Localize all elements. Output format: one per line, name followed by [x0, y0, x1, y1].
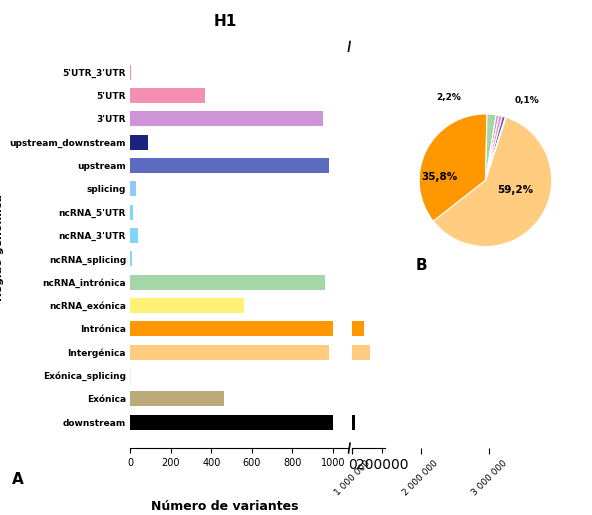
Bar [130, 181, 136, 196]
Text: 35,8%: 35,8% [421, 172, 457, 182]
Bar [130, 391, 224, 406]
Bar [130, 345, 329, 360]
Bar [130, 415, 333, 430]
Bar [130, 88, 205, 103]
Text: 0,7%: 0,7% [0, 514, 1, 515]
Wedge shape [433, 117, 552, 247]
Wedge shape [485, 115, 503, 180]
Wedge shape [485, 117, 506, 180]
Text: A: A [12, 472, 24, 487]
Text: 0,1%: 0,1% [514, 96, 539, 105]
Wedge shape [419, 114, 487, 221]
Bar [130, 251, 132, 266]
Wedge shape [485, 115, 499, 180]
Bar [130, 158, 329, 173]
Bar [130, 111, 323, 127]
Bar [130, 368, 131, 383]
Text: 59,2%: 59,2% [497, 185, 533, 195]
Bar [352, 321, 364, 336]
Bar [130, 228, 139, 243]
Text: B: B [416, 258, 427, 273]
Text: 0,8%: 0,8% [0, 514, 1, 515]
Bar [130, 204, 133, 220]
Bar [130, 64, 131, 80]
Wedge shape [485, 114, 496, 180]
Bar [130, 134, 149, 150]
Y-axis label: Região genómica: Região genómica [0, 194, 4, 301]
Text: 0,8%: 0,8% [0, 514, 1, 515]
Bar [352, 345, 370, 360]
Wedge shape [485, 116, 506, 180]
Bar [130, 321, 333, 336]
Text: Número de variantes: Número de variantes [151, 500, 299, 513]
Text: 2,2%: 2,2% [436, 93, 461, 102]
Bar [352, 415, 355, 430]
Bar [130, 274, 325, 290]
Text: H1: H1 [213, 14, 237, 29]
Bar [130, 298, 244, 313]
